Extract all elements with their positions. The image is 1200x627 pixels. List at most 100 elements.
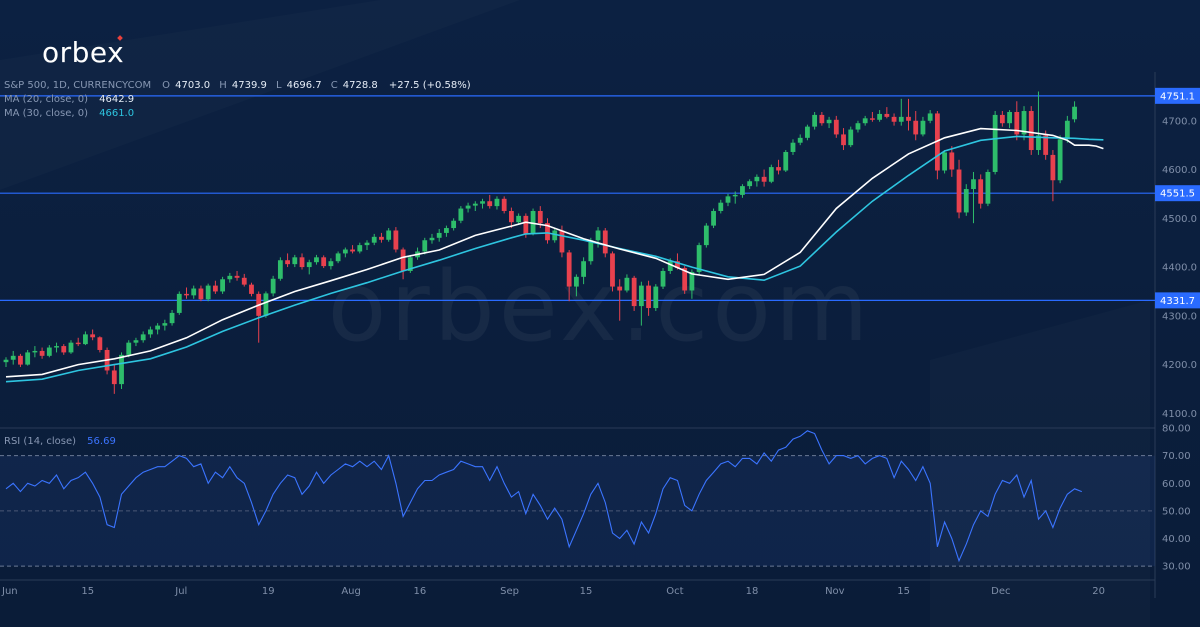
candle-body <box>884 113 890 117</box>
candle-body <box>75 342 81 345</box>
candle <box>314 254 319 265</box>
candle-body <box>227 275 233 280</box>
candle <box>494 196 500 210</box>
candle <box>487 194 493 209</box>
ma30-label: MA (30, close, 0) <box>4 108 88 119</box>
time-tick: Oct <box>666 586 683 597</box>
candle <box>841 128 846 151</box>
level-labels: 4751.1 4551.5 4331.7 <box>1155 87 1200 309</box>
ma20-value: 4642.9 <box>99 94 134 105</box>
candle-body <box>942 152 947 171</box>
time-tick: 20 <box>1092 586 1105 597</box>
candle <box>1043 130 1049 160</box>
candle-body <box>155 325 161 330</box>
candle-body <box>1072 106 1077 120</box>
candle-body <box>111 370 117 385</box>
candle <box>631 275 637 311</box>
time-tick: Sep <box>500 586 519 597</box>
candle-body <box>61 346 67 353</box>
candle <box>111 364 117 394</box>
candle-body <box>68 342 74 353</box>
candle <box>624 274 630 293</box>
candle-body <box>761 176 767 182</box>
candle-body <box>718 202 724 211</box>
candle-body <box>660 270 666 287</box>
low-label: L <box>276 80 282 91</box>
candle-body <box>646 285 651 309</box>
time-tick: 15 <box>897 586 910 597</box>
candle <box>263 291 269 318</box>
candle <box>39 347 45 359</box>
candle <box>783 150 789 172</box>
candle <box>877 110 883 122</box>
time-tick: 15 <box>81 586 94 597</box>
horizontal-levels <box>0 95 1155 301</box>
candle-body <box>169 312 175 324</box>
candle <box>740 184 745 198</box>
candle <box>891 113 897 126</box>
candle-body <box>465 205 471 209</box>
candle-body <box>610 253 615 287</box>
time-tick: 18 <box>746 586 759 597</box>
candle-body <box>501 198 507 211</box>
candle-body <box>321 257 327 267</box>
candle-body <box>162 323 168 326</box>
candle-body <box>631 277 637 307</box>
candle-body <box>790 142 796 152</box>
candle-body <box>754 176 760 182</box>
candle-body <box>985 171 991 204</box>
candle <box>898 98 904 126</box>
candle <box>999 111 1005 127</box>
candle-body <box>379 236 384 240</box>
candle <box>732 191 738 204</box>
candle-body <box>696 245 702 272</box>
rsi-tick: 80.00 <box>1162 424 1191 435</box>
candle-body <box>711 210 716 226</box>
candle-body <box>270 278 276 294</box>
candle <box>920 116 926 137</box>
candle <box>1014 101 1020 141</box>
candle-body <box>747 181 753 187</box>
candle-body <box>855 123 861 130</box>
candle <box>566 250 572 302</box>
time-tick: 19 <box>262 586 275 597</box>
candle-body <box>119 354 124 385</box>
rsi-tick: 30.00 <box>1162 562 1191 573</box>
candle-body <box>653 286 659 309</box>
level-tag-2 <box>1155 292 1200 309</box>
high-label: H <box>219 80 227 91</box>
candle-body <box>133 340 139 343</box>
candle <box>444 225 449 237</box>
candle-body <box>566 252 572 287</box>
candle-body <box>552 230 558 241</box>
candle <box>234 270 240 281</box>
candle-body <box>480 201 485 204</box>
candle <box>1007 110 1012 129</box>
candle-body <box>400 249 406 271</box>
candle <box>306 259 312 275</box>
ma20-label: MA (20, close, 0) <box>4 94 88 105</box>
candle-body <box>90 334 96 338</box>
candle-body <box>10 355 16 360</box>
candle-body <box>249 284 254 294</box>
high-value: 4739.9 <box>232 80 267 91</box>
candle-body <box>898 116 904 122</box>
candle-body <box>1021 111 1027 135</box>
candle-body <box>1014 111 1020 135</box>
candle <box>83 331 88 346</box>
candle <box>956 159 962 219</box>
candle <box>292 254 298 268</box>
candle <box>1036 91 1041 155</box>
candle-body <box>682 268 688 291</box>
candle-body <box>1036 135 1041 151</box>
candle-body <box>299 257 305 268</box>
candle-body <box>537 210 543 224</box>
open-label: O <box>162 80 170 91</box>
candle-body <box>891 116 897 122</box>
time-tick: Jun <box>1 586 18 597</box>
candle-body <box>126 342 132 355</box>
candle <box>602 228 608 258</box>
candle <box>18 353 23 368</box>
